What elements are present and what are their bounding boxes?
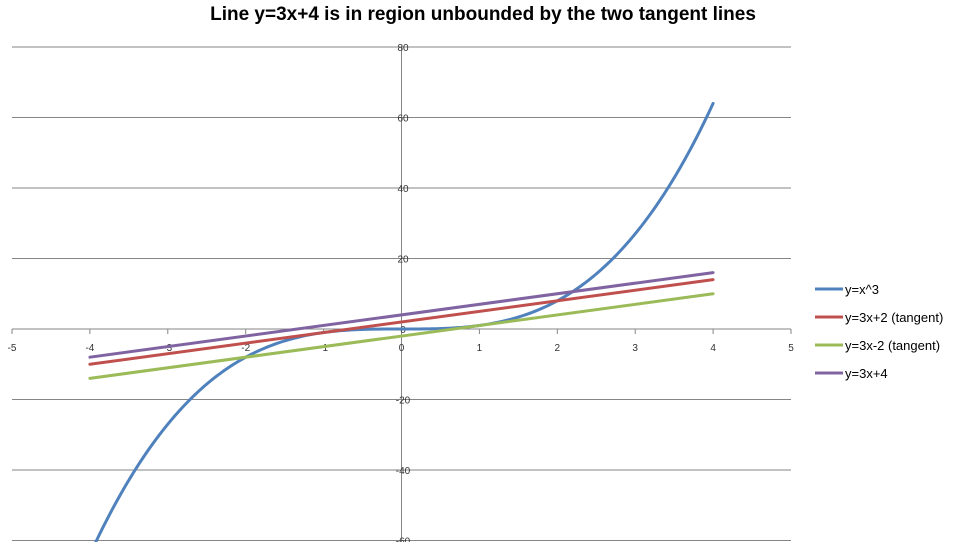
x-tick-label: 3 [632,343,638,354]
x-tick-label: 4 [710,343,716,354]
x-tick-label: 1 [477,343,483,354]
x-tick-label: 2 [555,343,561,354]
x-tick-label: -4 [85,343,94,354]
y-tick-label: 40 [397,184,409,195]
y-tick-label: 20 [397,255,409,266]
x-tick-label: -5 [8,343,17,354]
series-layer [88,101,715,542]
y-tick-label: -20 [396,396,411,407]
legend-label: y=3x-2 (tangent) [845,338,940,353]
x-tick-label: 5 [788,343,794,354]
series-line-0 [94,101,715,542]
y-tick-label: 80 [397,43,409,54]
y-tick-label: 60 [397,114,409,125]
x-tick-label: 0 [399,343,405,354]
y-tick-label: -60 [396,537,411,542]
series-line-3 [88,271,715,359]
series-line-2 [88,292,715,380]
chart-title: Line y=3x+4 is in region unbounded by th… [210,4,756,25]
legend-label: y=3x+2 (tangent) [845,310,943,325]
x-tick-label: -3 [163,343,172,354]
legend: y=x^3 y=3x+2 (tangent) y=3x-2 (tangent) y=3… [815,282,943,381]
series-line-1 [88,278,715,366]
x-tick-label: -1 [319,343,328,354]
legend-label: y=x^3 [845,282,879,297]
legend-label: y=3x+4 [845,366,888,381]
x-tick-label: -2 [241,343,250,354]
y-tick-label: -40 [396,466,411,477]
